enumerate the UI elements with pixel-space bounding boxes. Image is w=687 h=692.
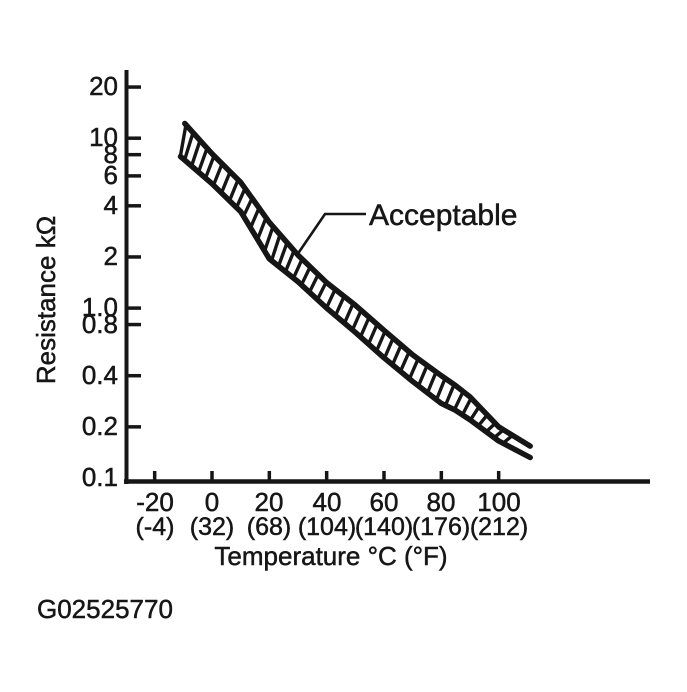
y-tick-label: 6	[103, 160, 118, 190]
x-tick-label-fahrenheit: (140)	[354, 513, 414, 541]
x-tick-label-celsius: 0	[204, 487, 220, 517]
x-tick-label-fahrenheit: (-4)	[135, 513, 175, 541]
x-tick-label-fahrenheit: (212)	[469, 513, 529, 541]
x-tick-label-celsius: 20	[254, 487, 284, 517]
y-tick-label: 10	[89, 122, 118, 152]
y-tick-label: 20	[89, 71, 118, 101]
x-tick-label-celsius: 80	[426, 487, 456, 517]
y-axis-title: Resistance kΩ	[31, 215, 62, 385]
x-tick-label-celsius: 40	[312, 487, 342, 517]
y-tick-label: 0.2	[81, 411, 119, 441]
acceptable-annotation: Acceptable	[369, 199, 518, 232]
x-tick-label-celsius: 60	[369, 487, 399, 517]
upper-limit-curve	[182, 120, 533, 449]
figure-code: G02525770	[37, 594, 173, 624]
lower-limit-curve	[177, 153, 533, 461]
y-tick-label: 0.4	[81, 360, 119, 390]
x-tick-label-fahrenheit: (68)	[246, 513, 292, 541]
x-tick-label-fahrenheit: (104)	[297, 513, 357, 541]
y-tick-label: 0.8	[81, 309, 119, 339]
y-tick-label: 2	[103, 241, 118, 271]
x-axis-title: Temperature °C (°F)	[214, 541, 448, 571]
y-tick-label: 0.1	[81, 462, 119, 492]
annotation-leader-line	[295, 212, 366, 256]
x-tick-label-celsius: 100	[477, 487, 521, 517]
band-hatching	[178, 125, 513, 444]
y-tick-label: 1.0	[81, 292, 119, 322]
x-tick-label-fahrenheit: (176)	[411, 513, 471, 541]
x-tick-label-celsius: -20	[136, 487, 174, 517]
y-tick-label: 8	[103, 139, 118, 169]
y-tick-label: 4	[103, 190, 118, 220]
x-tick-label-fahrenheit: (32)	[189, 513, 235, 541]
